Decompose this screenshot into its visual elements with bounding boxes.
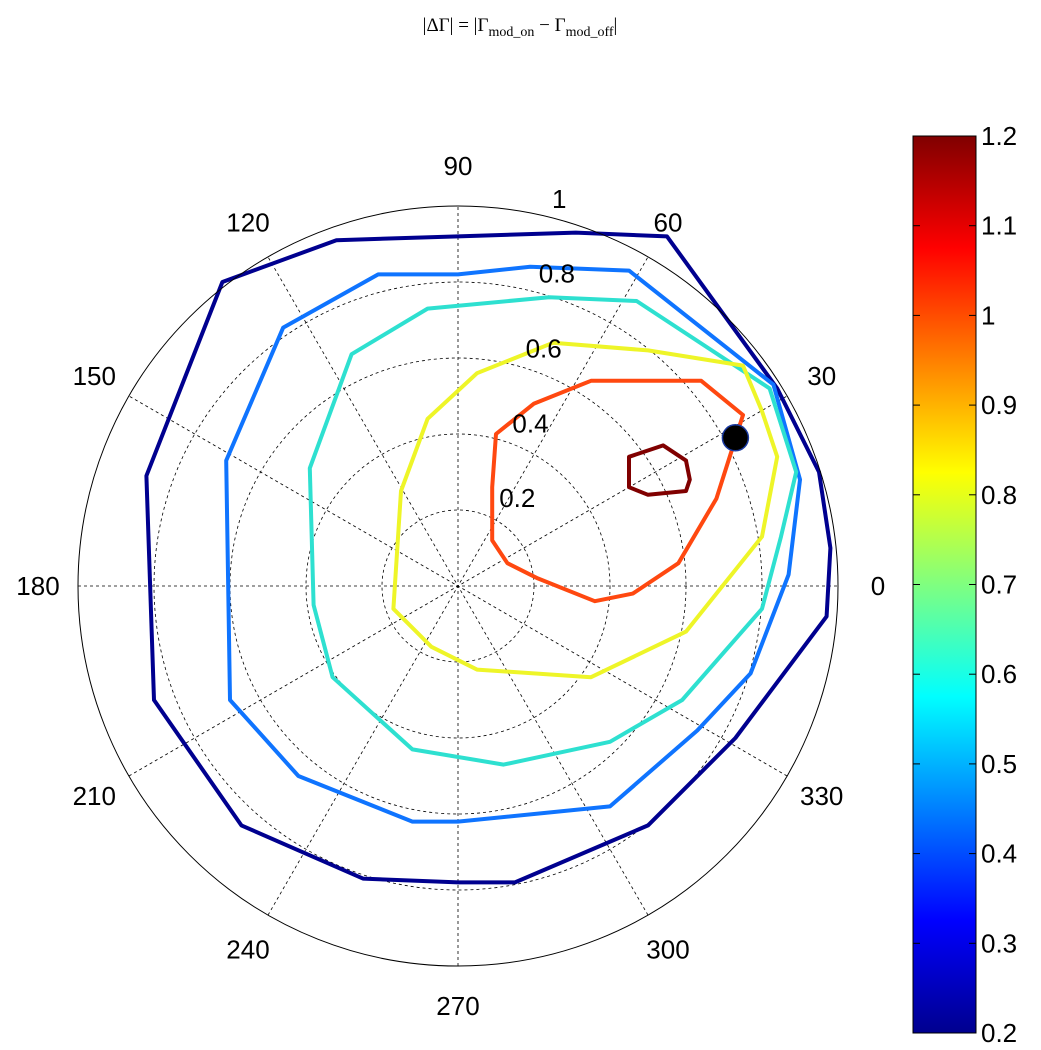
radial-label-0.2: 0.2 (499, 483, 535, 513)
angle-label-330: 330 (800, 781, 843, 811)
chart-title: |ΔΓ| = |Γmod_on − Γmod_off| (423, 15, 618, 40)
contour-level-0.45 (224, 264, 802, 824)
angle-label-0: 0 (871, 571, 885, 601)
colorbar-label-0.8: 0.8 (981, 480, 1017, 510)
angle-label-210: 210 (73, 781, 116, 811)
grid-circle (305, 433, 611, 739)
angle-label-300: 300 (646, 935, 689, 965)
marker-point (721, 424, 750, 452)
angle-label-180: 180 (16, 571, 59, 601)
angle-label-90: 90 (444, 151, 473, 181)
colorbar-label-1: 1 (981, 300, 995, 330)
angle-label-240: 240 (226, 935, 269, 965)
colorbar-label-0.6: 0.6 (981, 659, 1017, 689)
marker-layer (721, 424, 750, 452)
angle-label-270: 270 (436, 991, 479, 1021)
contour-level-0.25 (144, 230, 833, 885)
colorbar-label-1.2: 1.2 (981, 121, 1017, 151)
radial-label-1: 1 (552, 184, 566, 214)
radial-label-0.4: 0.4 (512, 408, 548, 438)
colorbar-label-0.7: 0.7 (981, 570, 1017, 600)
colorbar: 0.2 0.3 0.4 0.5 0.6 0.7 0.8 0.9 1 1.1 1.2 (912, 121, 1017, 1048)
contour-level-0.8 (391, 340, 780, 680)
title-middle: − Γ (534, 15, 565, 36)
colorbar-label-0.5: 0.5 (981, 749, 1017, 779)
title-subscript-off: mod_off (566, 25, 614, 40)
radial-tick-labels: 0.2 0.4 0.6 0.8 1 (499, 184, 575, 513)
angle-label-60: 60 (654, 207, 683, 237)
angle-tick-labels: 0 30 60 90 120 150 180 210 240 300 270 330 (16, 151, 885, 1021)
polar-outer-frame (77, 205, 839, 967)
colorbar-label-0.4: 0.4 (981, 839, 1017, 869)
colorbar-label-0.3: 0.3 (981, 928, 1017, 958)
colorbar-label-1.1: 1.1 (981, 211, 1017, 241)
outer-circle (77, 205, 839, 967)
colorbar-gradient (912, 135, 977, 1034)
colorbar-label-0.9: 0.9 (981, 390, 1017, 420)
angle-label-30: 30 (807, 361, 836, 391)
contour-level-1.2 (627, 443, 692, 497)
title-prefix: |ΔΓ| = |Γ (423, 15, 489, 36)
contour-lines (144, 230, 833, 885)
colorbar-label-0.2: 0.2 (981, 1018, 1017, 1048)
grid-spoke (128, 395, 788, 777)
title-suffix: | (614, 15, 618, 36)
contour-level-1 (490, 378, 745, 604)
radial-label-0.8: 0.8 (539, 259, 575, 289)
radial-label-0.6: 0.6 (526, 334, 562, 364)
angle-label-120: 120 (226, 207, 269, 237)
angle-label-150: 150 (73, 361, 116, 391)
title-subscript-on: mod_on (488, 25, 534, 40)
contour-level-0.6 (307, 295, 799, 767)
colorbar-ticks: 0.2 0.3 0.4 0.5 0.6 0.7 0.8 0.9 1 1.1 1.2 (913, 121, 1017, 1048)
